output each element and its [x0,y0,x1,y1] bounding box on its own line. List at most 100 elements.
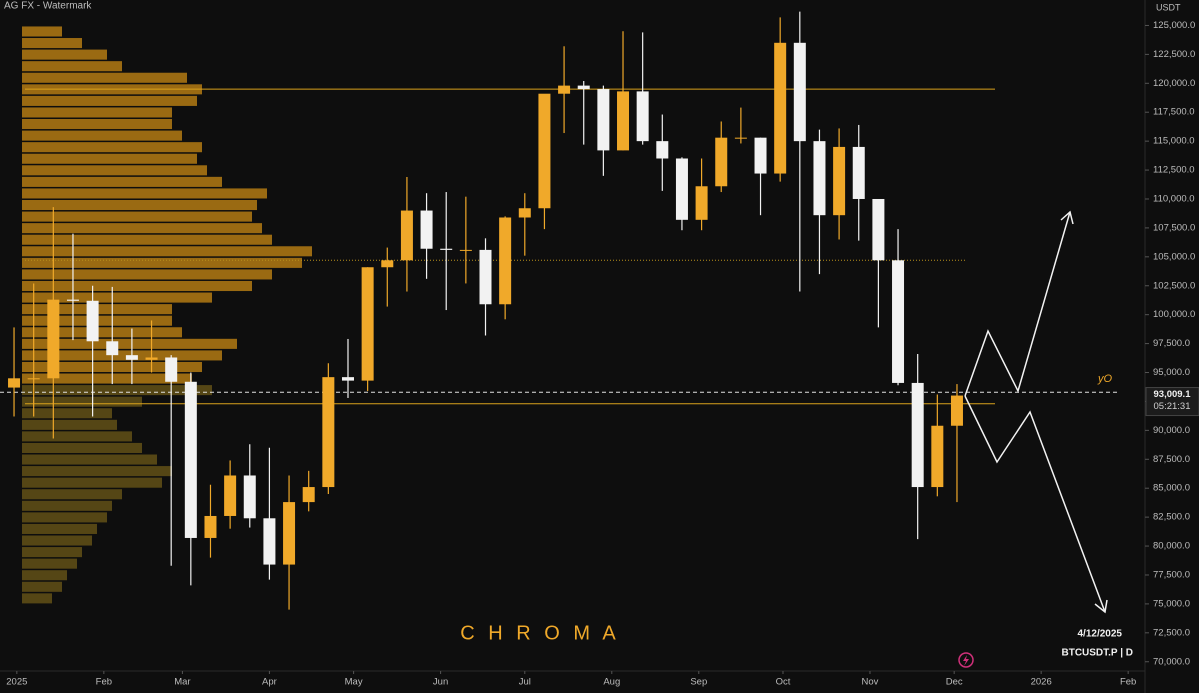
y-tick-label: 117,500.0 [1153,107,1195,118]
candle-body [872,198,885,261]
candle-body [754,137,767,174]
volume-profile-bar [22,477,162,488]
y-tick-label: 85,000.0 [1153,483,1190,494]
x-tick-label: Apr [262,677,277,688]
volume-profile-bar [22,373,192,384]
candle-body [66,299,79,301]
volume-profile-bar [22,280,252,292]
volume-profile-bar [22,26,62,37]
volume-profile-bar [22,119,172,130]
arrow-head [1094,599,1108,614]
candle-body [695,186,708,220]
volume-profile-bar [22,176,222,187]
volume-profile-bar [22,72,187,83]
candle-body [165,357,178,382]
y-tick-label: 100,000.0 [1153,309,1195,320]
volume-profile-bar [22,570,67,581]
candle-body [931,425,944,488]
level-label: yO [1097,373,1113,385]
x-tick-label: Jul [519,677,531,688]
volume-profile-bar [22,466,172,477]
candle-body [184,381,197,538]
volume-profile-bar [22,269,272,280]
y-tick-label: 80,000.0 [1153,541,1190,552]
candle-body [833,146,846,216]
candle-body [145,357,158,360]
candle-body [675,158,688,220]
y-tick-label: 120,000.0 [1153,78,1195,89]
volume-profile-bar [22,130,182,141]
x-tick-label: Dec [946,677,963,688]
y-axis-label: USDT [1156,2,1181,12]
y-tick-label: 72,500.0 [1153,627,1190,638]
x-tick-label: Nov [862,677,879,688]
candle-body [793,42,806,142]
candle-body [538,93,551,209]
candle-body [420,210,433,249]
volume-profile-bar [22,142,202,153]
candle-body [125,355,138,360]
arrow-head [1060,210,1074,225]
candle-body [440,248,453,250]
x-tick-label: Feb [1120,677,1136,688]
alert-icon[interactable] [958,652,974,668]
y-tick-label: 95,000.0 [1153,367,1190,378]
watermark: C H R O M A [460,622,620,644]
chart-title: AG FX - Watermark [4,1,92,12]
candle-body [813,141,826,216]
volume-profile-bar [22,385,212,396]
y-tick-label: 77,500.0 [1153,569,1190,580]
volume-profile-bar [22,246,312,257]
y-tick-label: 87,500.0 [1153,454,1190,465]
volume-profile-bar [22,338,237,349]
volume-profile-bar [22,489,122,500]
candle-body [911,382,924,488]
countdown-label: 05:21:31 [1154,401,1191,412]
projection-up [964,211,1071,397]
x-tick-label: Sep [690,677,707,688]
volume-profile-bar [22,442,142,454]
y-tick-label: 75,000.0 [1153,598,1190,609]
candle-body [852,146,865,199]
candle-body [950,395,963,426]
candle-body [204,515,217,538]
volume-profile-bar [22,223,262,234]
candle-body [47,299,60,379]
x-tick-label: 2026 [1031,677,1052,688]
x-tick-label: Oct [776,677,791,688]
volume-profile-bar [22,199,257,211]
volume-profile-bar [22,327,182,338]
candle-body [381,260,394,268]
candle-body [8,378,21,388]
candle-body [106,341,119,356]
candle-body [224,475,237,516]
candle-body [322,377,335,488]
candle-body [892,260,905,383]
volume-profile-bar [22,431,132,442]
candle-body [656,141,669,159]
candle-body [636,91,649,142]
price-tag-label: 93,009.1 [1154,389,1192,400]
volume-profile-bar [22,292,212,303]
x-tick-label: Feb [96,677,112,688]
x-tick-label: May [345,677,363,688]
candle-body [558,85,571,94]
volume-profile-bar [22,408,112,419]
candle-body [499,217,512,305]
candle-body [459,249,472,251]
candle-body [518,208,531,218]
volume-profile-bar [22,61,122,72]
volume-profile-bar [22,257,302,268]
projection-down [964,395,1106,613]
alert-bolt [963,655,969,666]
candle-body [715,137,728,187]
volume-profile-bar [22,38,82,49]
y-tick-label: 125,000.0 [1153,20,1195,31]
candle-body [734,137,747,139]
symbol-label: BTCUSDT.P | D [1061,648,1133,659]
volume-profile-bar [22,558,77,569]
volume-profile-bar [22,153,197,164]
x-tick-label: Mar [174,677,190,688]
date-label: 4/12/2025 [1078,629,1123,640]
